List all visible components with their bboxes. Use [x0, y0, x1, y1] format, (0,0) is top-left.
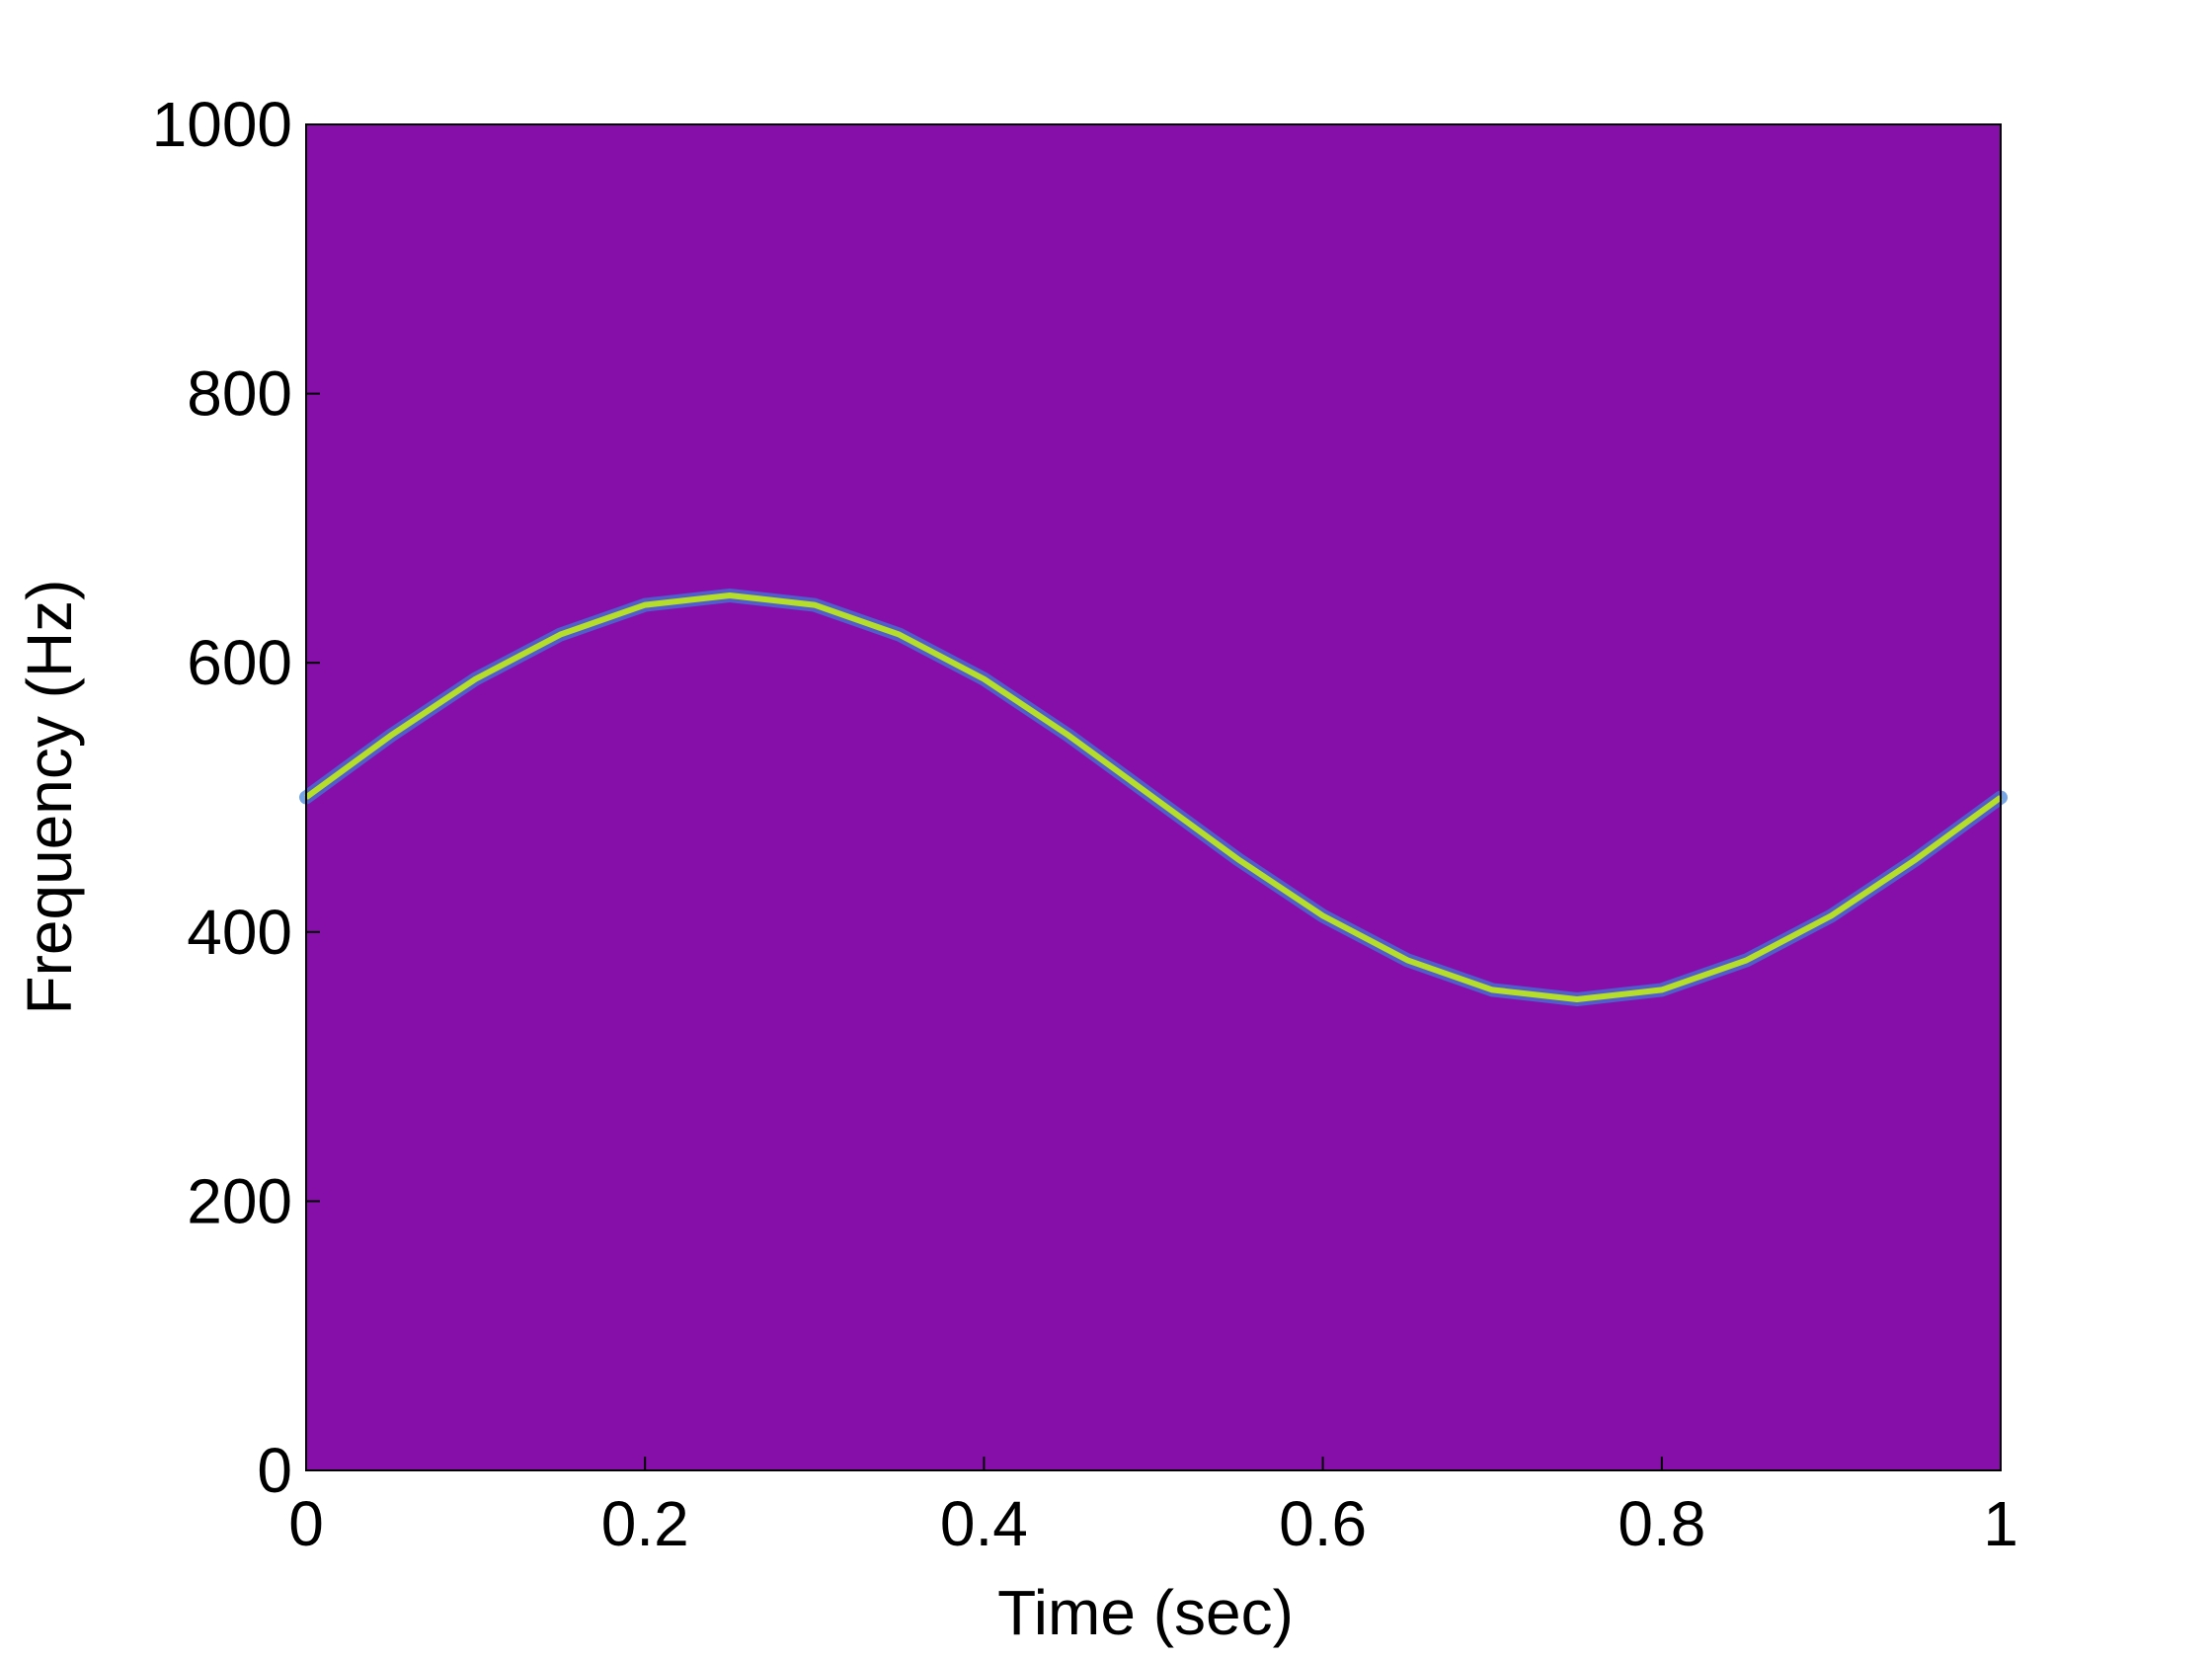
y-tick-label: 1000 [152, 89, 292, 160]
x-tick-label: 0.6 [1279, 1488, 1367, 1559]
y-tick-label: 800 [187, 358, 292, 430]
x-axis-label: Time (sec) [997, 1577, 1294, 1648]
x-tick-label: 1 [1983, 1488, 2018, 1559]
line [304, 592, 2003, 1002]
plot-frame [305, 123, 2002, 1471]
x-tick-label: 0.8 [1618, 1488, 1705, 1559]
y-axis-label: Frequency (Hz) [14, 580, 85, 1015]
x-tick-label: 0.2 [601, 1488, 689, 1559]
y-tick-label: 200 [187, 1165, 292, 1236]
y-tick-label: 0 [257, 1435, 292, 1506]
x-tick-label: 0.4 [940, 1488, 1028, 1559]
x-tick-label: 0 [288, 1488, 324, 1559]
y-tick-label: 400 [187, 897, 292, 968]
y-tick-label: 600 [187, 627, 292, 698]
